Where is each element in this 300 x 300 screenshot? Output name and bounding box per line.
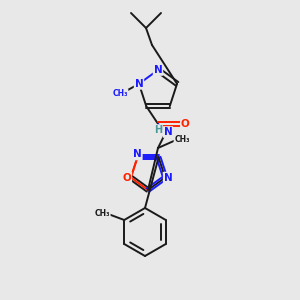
Text: H: H	[154, 125, 162, 135]
Text: N: N	[135, 79, 143, 89]
Text: O: O	[122, 172, 131, 183]
Text: N: N	[164, 127, 172, 137]
Text: N: N	[154, 65, 162, 75]
Text: CH₃: CH₃	[94, 208, 110, 217]
Text: O: O	[181, 119, 190, 129]
Text: CH₃: CH₃	[174, 136, 190, 145]
Text: N: N	[133, 149, 142, 159]
Text: CH₃: CH₃	[112, 89, 128, 98]
Text: N: N	[164, 172, 172, 183]
